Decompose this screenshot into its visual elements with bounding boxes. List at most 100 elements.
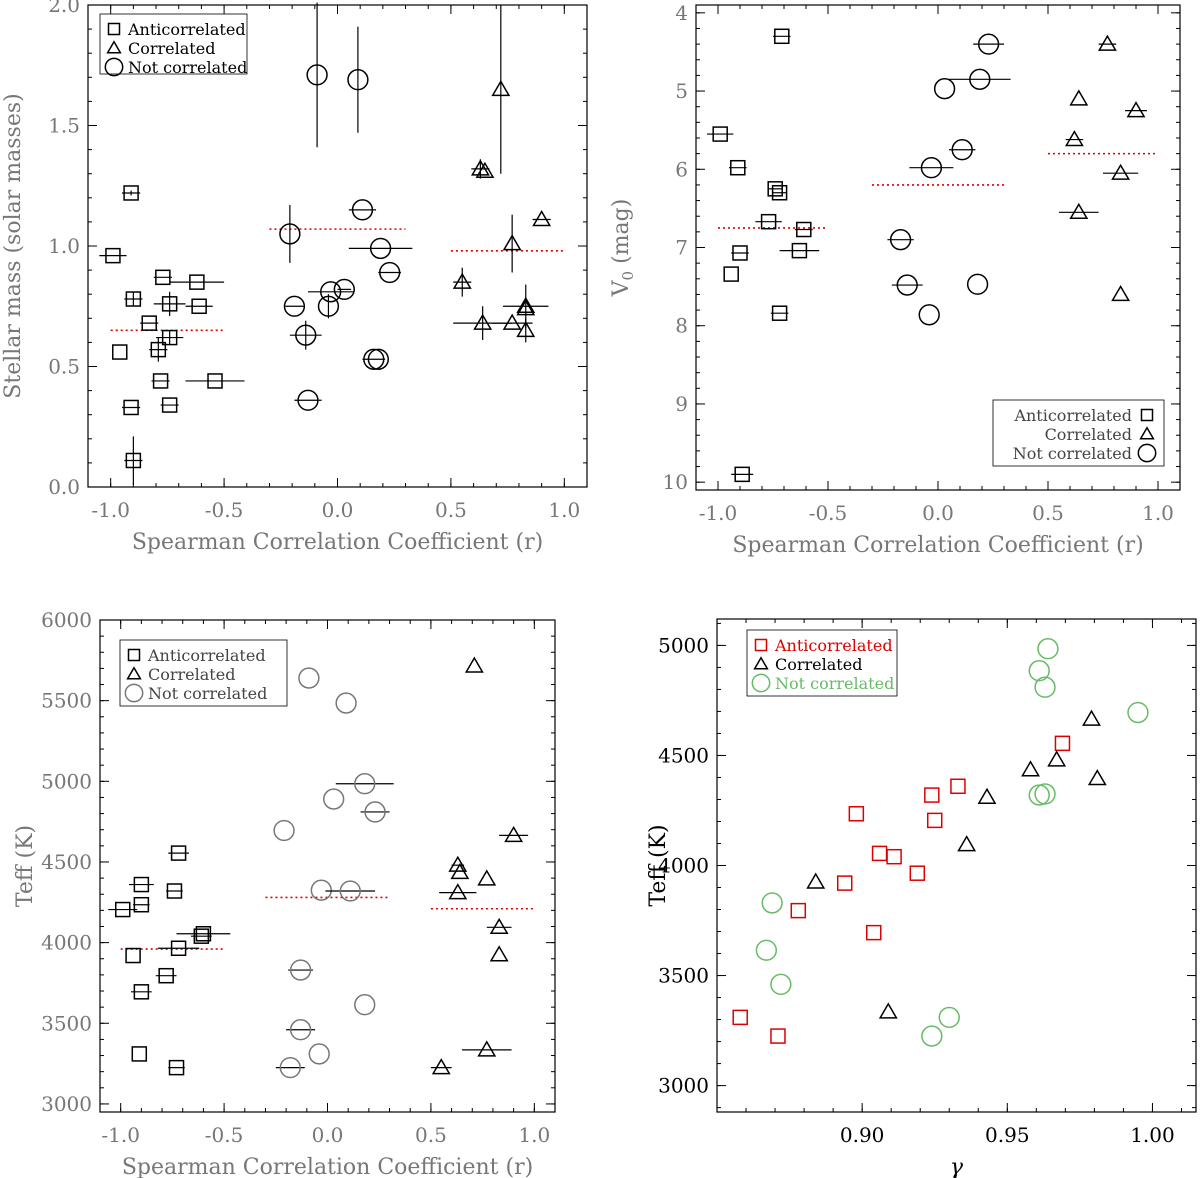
legend-label: Not correlated: [775, 674, 894, 693]
data-point-square: [790, 902, 807, 919]
data-point-triangle: [502, 313, 522, 330]
legend-marker: [126, 666, 142, 680]
data-point-square: [207, 373, 223, 389]
data-point-square: [123, 185, 139, 201]
data-point-square: [1054, 735, 1071, 752]
x-tick-label: 0.5: [435, 498, 467, 522]
x-tick-label: 1.00: [1130, 1123, 1175, 1147]
data-point-circle: [310, 879, 332, 901]
data-point-square: [926, 812, 943, 829]
legend-box: [746, 629, 898, 697]
data-point-square: [125, 452, 142, 469]
data-point-circle: [289, 1019, 312, 1041]
data-point-triangle: [477, 869, 497, 886]
data-point-square: [732, 245, 748, 261]
data-point-circle: [320, 281, 342, 303]
data-point-triangle: [806, 872, 826, 889]
data-point-circle: [306, 64, 328, 86]
y-tick-label: 1.0: [48, 234, 80, 258]
data-point-square: [871, 845, 888, 862]
legend-marker: [1137, 443, 1157, 463]
data-point-square: [131, 1046, 148, 1062]
legend-marker: [1139, 426, 1155, 440]
data-point-square: [170, 940, 187, 957]
data-point-square: [161, 329, 178, 346]
data-point-square: [115, 901, 131, 918]
data-point-triangle: [1069, 89, 1089, 106]
y-axis-label: V0 (mag): [609, 199, 637, 298]
legend-marker: [107, 22, 121, 36]
data-point-circle: [951, 139, 973, 161]
data-point-square: [712, 126, 728, 142]
y-tick-label: 5: [675, 79, 688, 103]
legend-label: Not correlated: [128, 58, 247, 77]
y-axis-label-suffix: (mag): [609, 199, 634, 271]
data-point-circle: [920, 157, 943, 179]
data-point-triangle: [452, 272, 472, 289]
data-point-square: [195, 926, 212, 942]
data-point-square: [771, 184, 788, 201]
legend-label: Anticorrelated: [774, 636, 893, 655]
data-point-circle: [347, 69, 369, 91]
data-point-triangle: [448, 855, 468, 872]
data-point-square: [796, 221, 812, 238]
data-point-circle: [297, 389, 319, 411]
data-point-triangle: [957, 835, 977, 852]
x-tick-label: -0.5: [205, 1123, 244, 1147]
data-point-circle: [367, 348, 389, 370]
data-point-triangle: [470, 159, 490, 176]
x-axis-label: γ: [950, 1155, 964, 1178]
data-point-square: [189, 274, 205, 290]
data-point-square: [193, 928, 210, 944]
data-point-circle: [938, 1006, 960, 1029]
x-axis-label: Spearman Correlation Coefficient (r): [732, 533, 1143, 558]
data-point-circle: [279, 223, 301, 245]
data-point-circle: [333, 278, 355, 301]
data-point-square: [155, 269, 171, 286]
data-point-triangle: [473, 313, 493, 330]
data-point-square: [886, 848, 902, 865]
legend-label: Not correlated: [148, 684, 267, 703]
legend-marker: [127, 648, 141, 662]
data-point-circle: [354, 773, 376, 795]
data-point-circle: [1028, 784, 1050, 806]
y-tick-label: 6000: [41, 608, 92, 632]
data-point-square: [125, 291, 142, 307]
data-point-square: [848, 806, 865, 822]
legend-label: Anticorrelated: [147, 646, 266, 665]
legend-label: Correlated: [148, 665, 235, 684]
legend-box: [99, 13, 248, 75]
data-point-triangle: [1047, 750, 1067, 767]
y-tick-label: 1.5: [48, 114, 80, 138]
legend-box: [119, 639, 288, 707]
legend-label: Anticorrelated: [127, 20, 246, 39]
data-point-square: [125, 947, 141, 964]
data-point-square: [791, 242, 808, 259]
data-point-circle: [273, 819, 295, 842]
y-tick-label: 4000: [41, 931, 92, 955]
y-tick-label: 2.0: [48, 0, 80, 17]
data-point-triangle: [1126, 101, 1146, 118]
x-tick-label: -1.0: [101, 1123, 140, 1147]
x-tick-label: 0.5: [415, 1123, 447, 1147]
x-tick-label: 0.0: [312, 1123, 344, 1147]
data-point-circle: [317, 295, 340, 317]
x-tick-label: 0.0: [322, 498, 354, 522]
data-point-triangle: [1097, 34, 1117, 51]
data-point-square: [732, 1009, 748, 1026]
data-point-circle: [295, 324, 317, 346]
y-tick-label: 10: [663, 470, 688, 494]
y-tick-label: 9: [675, 392, 688, 416]
data-point-triangle: [878, 1002, 898, 1019]
data-point-triangle: [475, 161, 495, 179]
data-point-square: [950, 778, 966, 795]
data-point-triangle: [532, 210, 552, 227]
data-point-triangle: [1111, 284, 1131, 302]
data-point-triangle: [1069, 202, 1089, 220]
legend-box: [992, 399, 1165, 467]
legend-marker: [754, 638, 768, 652]
data-point-triangle: [448, 883, 468, 900]
data-point-circle: [977, 33, 1000, 55]
data-point-circle: [933, 78, 956, 100]
data-point-circle: [354, 994, 376, 1016]
